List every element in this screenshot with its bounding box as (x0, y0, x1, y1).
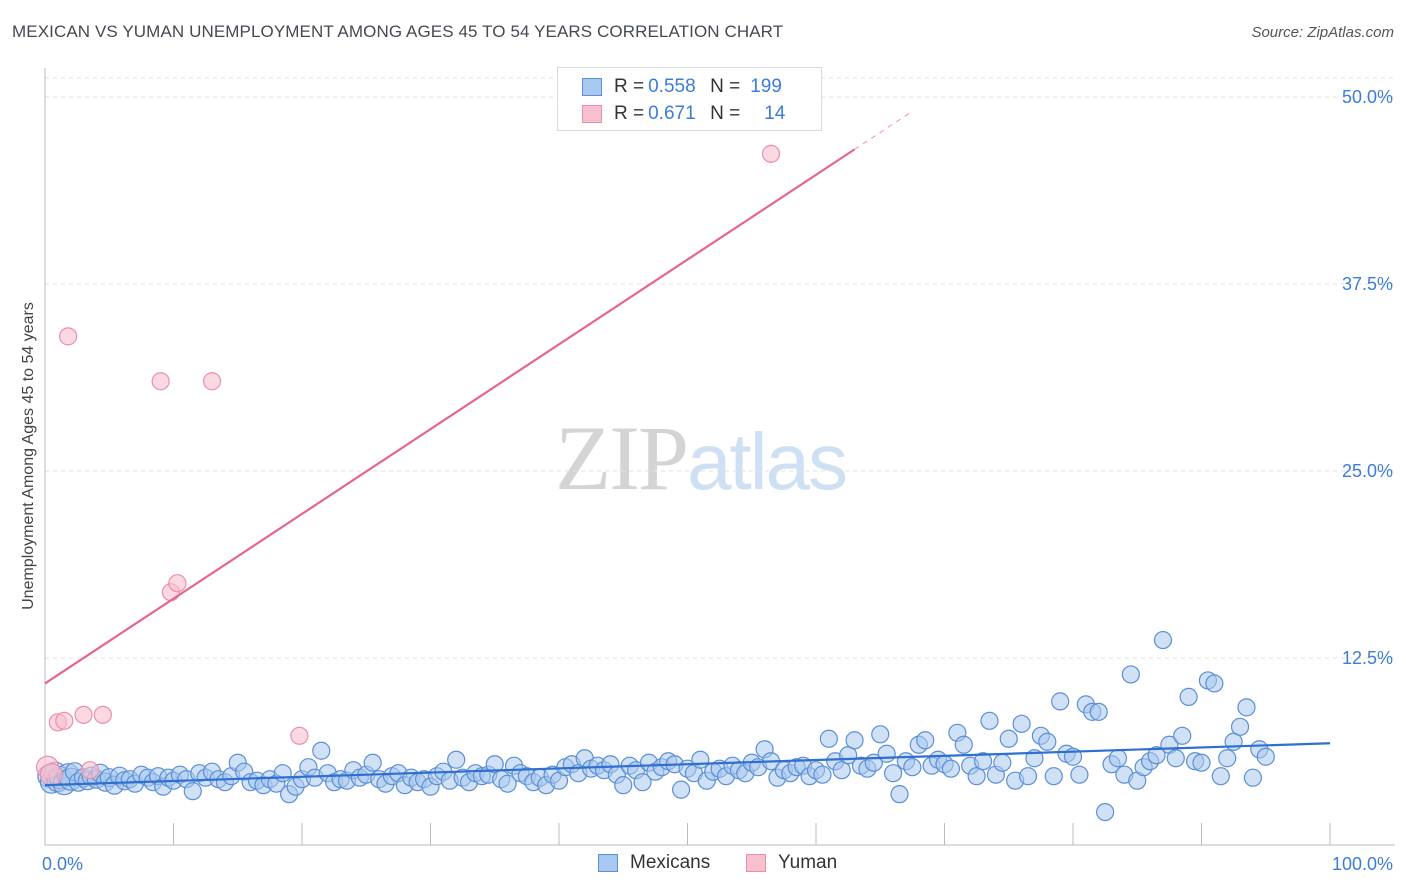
stats-legend: R = 0.558 N = 199 R = 0.671 N = 14 (557, 67, 822, 131)
data-point-mexicans (1243, 768, 1263, 787)
r-label: R = (614, 103, 645, 124)
r-label: R = (614, 76, 645, 97)
n-label: N = (710, 103, 741, 124)
data-point-mexicans (1205, 674, 1224, 693)
x-tick-label: 100.0% (1332, 854, 1393, 874)
data-point-mexicans (1192, 753, 1211, 772)
data-point-mexicans (1256, 747, 1275, 766)
data-point-mexicans (980, 711, 999, 730)
data-point-mexicans (819, 729, 838, 748)
source-label: Source: ZipAtlas.com (1251, 24, 1394, 41)
data-point-mexicans (273, 764, 292, 783)
data-point-mexicans (1173, 726, 1192, 745)
data-point-mexicans (845, 731, 864, 750)
data-point-mexicans (671, 780, 691, 799)
data-point-mexicans (1070, 765, 1089, 784)
trend-line-mexicans (44, 742, 1331, 787)
data-point-mexicans (890, 785, 909, 804)
data-point-yuman (39, 763, 64, 787)
y-tick-label: 50.0% (1342, 87, 1393, 107)
data-point-mexicans (183, 782, 202, 801)
data-point-mexicans (614, 776, 633, 795)
data-point-mexicans (1166, 749, 1185, 768)
data-point-mexicans (1038, 732, 1057, 751)
data-point-yuman (80, 761, 100, 780)
trend-line-yuman (44, 148, 856, 685)
data-point-mexicans (633, 773, 652, 792)
data-point-mexicans (1096, 802, 1115, 822)
data-point-mexicans (1012, 714, 1031, 733)
data-point-mexicans (1121, 665, 1140, 684)
data-point-mexicans (363, 753, 382, 772)
data-point-yuman (761, 144, 781, 163)
mexicans-swatch-icon (582, 78, 602, 96)
data-point-yuman (202, 372, 222, 391)
legend-label-mexicans: Mexicans (630, 852, 711, 873)
legend-row-mexicans: R = 0.558 N = 199 (582, 74, 782, 100)
y-axis-label: Unemployment Among Ages 45 to 54 years (20, 302, 37, 610)
chart-title: MEXICAN VS YUMAN UNEMPLOYMENT AMONG AGES… (12, 22, 784, 41)
data-point-yuman (168, 574, 187, 593)
data-point-mexicans (1044, 767, 1063, 786)
data-point-mexicans (967, 767, 986, 786)
watermark-zip: ZIP (555, 407, 689, 509)
data-point-mexicans (1153, 630, 1173, 650)
y-tick-label: 25.0% (1342, 461, 1393, 481)
data-point-mexicans (916, 731, 935, 750)
data-point-mexicans (312, 741, 331, 760)
legend-label-yuman: Yuman (778, 852, 838, 873)
n-label: N = (710, 76, 741, 97)
yuman-r-value: 0.671 (648, 103, 696, 124)
watermark-atlas: atlas (687, 417, 848, 506)
legend-item-mexicans[interactable]: Mexicans (598, 852, 710, 874)
data-point-mexicans (1237, 698, 1256, 717)
mexicans-r-value: 0.558 (648, 76, 696, 97)
data-point-yuman (151, 372, 170, 391)
data-point-mexicans (447, 750, 466, 769)
data-point-mexicans (1108, 749, 1128, 768)
y-tick-label: 37.5% (1342, 274, 1393, 294)
data-point-mexicans (903, 758, 922, 777)
data-point-mexicans (973, 752, 993, 771)
data-point-mexicans (1230, 717, 1250, 736)
data-point-yuman (74, 705, 93, 724)
data-point-yuman (93, 705, 112, 724)
y-tick-label: 12.5% (1342, 648, 1393, 668)
legend-row-yuman: R = 0.671 N = 14 (582, 101, 785, 127)
trend-line-yuman-extension (854, 110, 913, 150)
data-point-mexicans (941, 759, 961, 778)
data-point-yuman (55, 711, 74, 730)
data-point-mexicans (1179, 687, 1198, 706)
data-point-mexicans (871, 725, 890, 744)
yuman-legend-icon (746, 854, 766, 872)
data-point-mexicans (954, 735, 973, 754)
data-point-mexicans (993, 753, 1012, 772)
data-point-mexicans (1051, 692, 1070, 711)
yuman-swatch-icon (582, 105, 602, 123)
watermark: ZIPatlas (555, 405, 848, 511)
yuman-n-value: 14 (764, 103, 786, 124)
data-point-mexicans (691, 750, 710, 769)
data-point-mexicans (883, 764, 903, 783)
data-point-mexicans (485, 755, 504, 774)
data-point-mexicans (832, 761, 851, 780)
data-point-mexicans (498, 774, 517, 793)
legend-item-yuman[interactable]: Yuman (746, 852, 837, 874)
data-point-mexicans (1147, 746, 1166, 765)
series-legend: Mexicans Yuman (0, 852, 1406, 878)
data-point-yuman (59, 327, 78, 346)
mexicans-legend-icon (598, 854, 618, 872)
data-point-mexicans (877, 744, 896, 763)
data-point-mexicans (999, 729, 1018, 748)
data-point-yuman (290, 726, 309, 745)
data-point-mexicans (1089, 702, 1108, 721)
x-tick-label: 0.0% (42, 854, 83, 874)
data-point-mexicans (1218, 749, 1237, 768)
mexicans-n-value: 199 (750, 76, 782, 97)
data-point-mexicans (813, 765, 832, 784)
data-point-mexicans (1018, 767, 1038, 786)
data-point-mexicans (1211, 767, 1230, 786)
